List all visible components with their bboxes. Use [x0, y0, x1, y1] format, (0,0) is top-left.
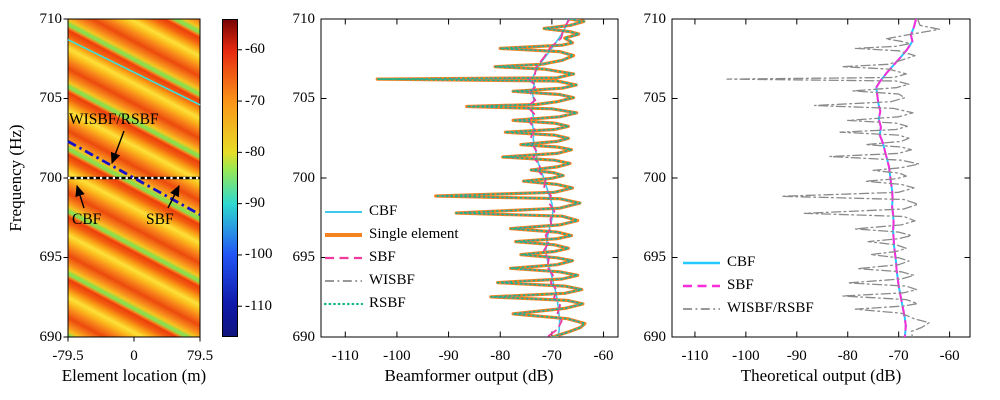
null-ridge-line [67, 38, 201, 106]
middle-x-axis-title: Beamformer output (dB) [384, 366, 554, 385]
annotation-wisbf-rsbf: WISBF/RSBF [69, 111, 159, 128]
panel-1-y-tick-label: 700 [292, 169, 316, 186]
legend-label: WISBF/RSBF [727, 300, 814, 316]
panel-0-y-tick-label: 700 [39, 169, 63, 186]
panel-1-x-tick-label: -100 [383, 348, 411, 364]
series-wisbf-line [376, 19, 586, 337]
panel-2-frame [671, 18, 971, 338]
series-rsbf-line [376, 19, 586, 337]
annotation-sbf: SBF [146, 211, 174, 228]
colorbar-tick-label: -70 [245, 92, 265, 109]
legend-label: SBF [369, 249, 396, 265]
colorbar-tick-label: -110 [245, 297, 272, 314]
panel-2-x-tick-label: -100 [732, 348, 760, 364]
wisbf-rsbf-trajectory-line [67, 140, 201, 216]
legend-label: Single element [369, 226, 459, 242]
panel-1-x-tick-label: -60 [593, 348, 614, 364]
panel-0-y-tick-label: 695 [39, 249, 63, 265]
panel-1-x-tick-label: -70 [541, 348, 562, 364]
colorbar-tick-label: -90 [245, 195, 265, 212]
panel-1-x-tick-label: -110 [331, 348, 359, 364]
right-x-axis-title: Theoretical output (dB) [740, 366, 902, 385]
panel-0-x-tick-label: 0 [130, 348, 138, 364]
panel-0-y-tick-label: 705 [39, 90, 63, 106]
colorbar-tick-label: -80 [245, 143, 265, 160]
panel-2-x-tick-label: -60 [939, 348, 960, 364]
panel-2-x-tick-label: -80 [837, 348, 858, 364]
panel-1-x-tick-label: -80 [490, 348, 511, 364]
panel-0-x-tick-label: -79.5 [52, 348, 84, 364]
panel-1-y-tick-label: 710 [292, 10, 316, 27]
panel-2-y-tick-label: 710 [643, 10, 667, 27]
panel-2-y-tick-label: 695 [643, 249, 667, 265]
panel-0-y-tick-label: 690 [39, 328, 63, 345]
panel-1-x-tick-label: -90 [438, 348, 459, 364]
colorbar-tick-label: -60 [245, 41, 265, 58]
legend-label: CBF [369, 203, 398, 219]
legend-label: CBF [727, 254, 756, 270]
annotation-arrow [167, 184, 180, 209]
panel-1-y-tick-label: 705 [292, 90, 316, 106]
colorbar-tick-label: -100 [245, 246, 273, 263]
annotation-arrow [75, 184, 85, 209]
series-cbf-line [875, 19, 917, 337]
panel-1-y-tick-label: 690 [292, 328, 316, 345]
colorbar [222, 19, 238, 337]
series-sbf-line [875, 19, 917, 337]
panel-0-y-tick-label: 710 [39, 10, 63, 27]
series-wisbf-rsbf-line [726, 19, 941, 337]
left-x-axis-title: Element location (m) [61, 366, 207, 385]
annotation-cbf: CBF [72, 211, 102, 228]
panel-2-y-tick-label: 700 [643, 169, 667, 186]
annotation-arrow [110, 130, 125, 165]
panel-2-x-tick-label: -90 [786, 348, 807, 364]
legend-label: RSBF [369, 295, 406, 311]
panel-0-x-tick-label: 79.5 [186, 348, 214, 364]
panel-2-x-tick-label: -70 [888, 348, 909, 364]
panel-1-y-tick-label: 695 [292, 249, 316, 265]
panel-2-y-tick-label: 690 [643, 328, 667, 345]
panel-2-y-tick-label: 705 [643, 90, 667, 106]
legend-label: WISBF [369, 272, 415, 288]
legend-label: SBF [727, 277, 754, 293]
panel-2-x-tick-label: -110 [681, 348, 709, 364]
